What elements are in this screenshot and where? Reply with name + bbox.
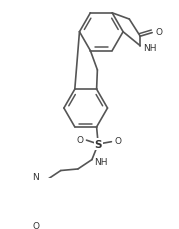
Text: S: S xyxy=(94,139,102,149)
Text: O: O xyxy=(155,28,162,37)
Text: O: O xyxy=(114,137,121,146)
Text: N: N xyxy=(32,172,38,181)
Text: NH: NH xyxy=(143,44,157,52)
Text: O: O xyxy=(32,221,39,229)
Text: NH: NH xyxy=(94,157,108,166)
Text: O: O xyxy=(77,135,84,144)
